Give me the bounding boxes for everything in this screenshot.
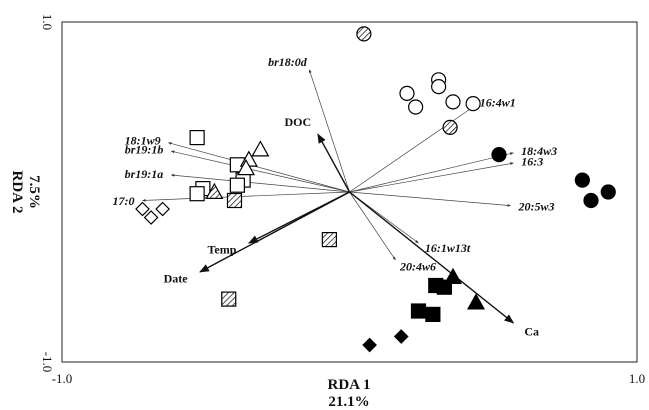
species-label-br19-1b: br19:1b [125,142,164,156]
species-label-16-3: 16:3 [521,155,543,169]
sample-point-circle-filled [491,147,507,163]
env-label-date: Date [164,271,189,285]
sample-point-square-hatched [321,232,337,248]
species-vector-16-3 [349,162,514,193]
sample-point-square-open [189,130,205,146]
species-label-16-1w13t: 16:1w13t [425,241,471,255]
sample-point-triangle-filled [443,267,463,284]
env-vector-ca [349,191,515,324]
sample-point-circle-open [399,85,415,102]
y-axis-percent: 7.5% [26,175,42,209]
species-label-18-4w3: 18:4w3 [521,144,557,158]
sample-point-diamond-filled [362,337,377,353]
env-label-temp: Temp [207,242,236,256]
y-axis-title: RDA 2 [9,171,25,214]
species-vector-16-4w1 [349,106,474,193]
sample-point-circle-filled [600,184,616,200]
species-label-16-4w1: 16:4w1 [480,95,516,109]
y-tick-max: 1.0 [40,14,55,30]
species-label-17-0: 17:0 [113,194,135,208]
species-vector-18-4w3 [349,152,514,193]
species-label-18-1w9: 18:1w9 [125,134,161,148]
species-vector-18-1w9 [168,142,350,193]
species-label-20-4w6: 20:4w6 [399,260,436,274]
env-vector-date [199,191,350,273]
x-axis-title: RDA 1 [328,377,371,393]
species-label-20-5w3: 20:5w3 [517,199,554,213]
vector-layer [142,69,515,324]
sample-point-circle-hatched [356,26,372,42]
sample-layer [135,26,616,353]
sample-point-circle-open [408,99,424,115]
sample-point-square-filled [425,306,441,322]
x-tick-min: -1.0 [52,371,73,386]
sample-point-square-filled [410,303,427,319]
sample-point-square-hatched [226,192,243,209]
sample-point-circle-filled [574,172,590,188]
sample-point-square-open [229,177,245,193]
species-vector-20-5w3 [349,191,511,207]
x-axis-percent: 21.1% [328,394,369,410]
y-tick-min: -1.0 [40,352,55,373]
species-vector-20-4w6 [349,191,396,261]
species-vector-17-0 [142,191,350,202]
sample-point-circle-open [431,78,447,95]
sample-point-circle-hatched [442,119,458,136]
x-tick-max: 1.0 [629,371,645,386]
sample-point-triangle-open [236,158,256,176]
env-label-doc: DOC [284,115,311,129]
species-vector-br19-1b [170,150,350,193]
sample-point-triangle-open [251,140,270,157]
sample-point-triangle-filled [466,293,486,310]
sample-point-triangle-hatched [205,182,224,199]
sample-point-square-hatched [221,291,237,307]
sample-point-diamond-filled [393,329,409,344]
sample-point-circle-open [445,94,461,110]
sample-point-diamond-open [155,201,170,217]
env-label-ca: Ca [524,325,539,339]
env-vector-doc [317,133,351,193]
species-vector-br18-0d [308,69,350,193]
sample-point-circle-open [465,95,481,112]
sample-point-square-open [189,186,205,202]
sample-point-diamond-open [143,210,159,225]
plot-frame [61,21,638,363]
sample-point-diamond-open [135,201,150,217]
sample-point-circle-filled [583,192,599,209]
species-label-br18-0d: br18:0d [268,55,308,69]
species-label-br19-1a: br19:1a [125,167,164,181]
species-vector-br19-1a [170,173,350,193]
